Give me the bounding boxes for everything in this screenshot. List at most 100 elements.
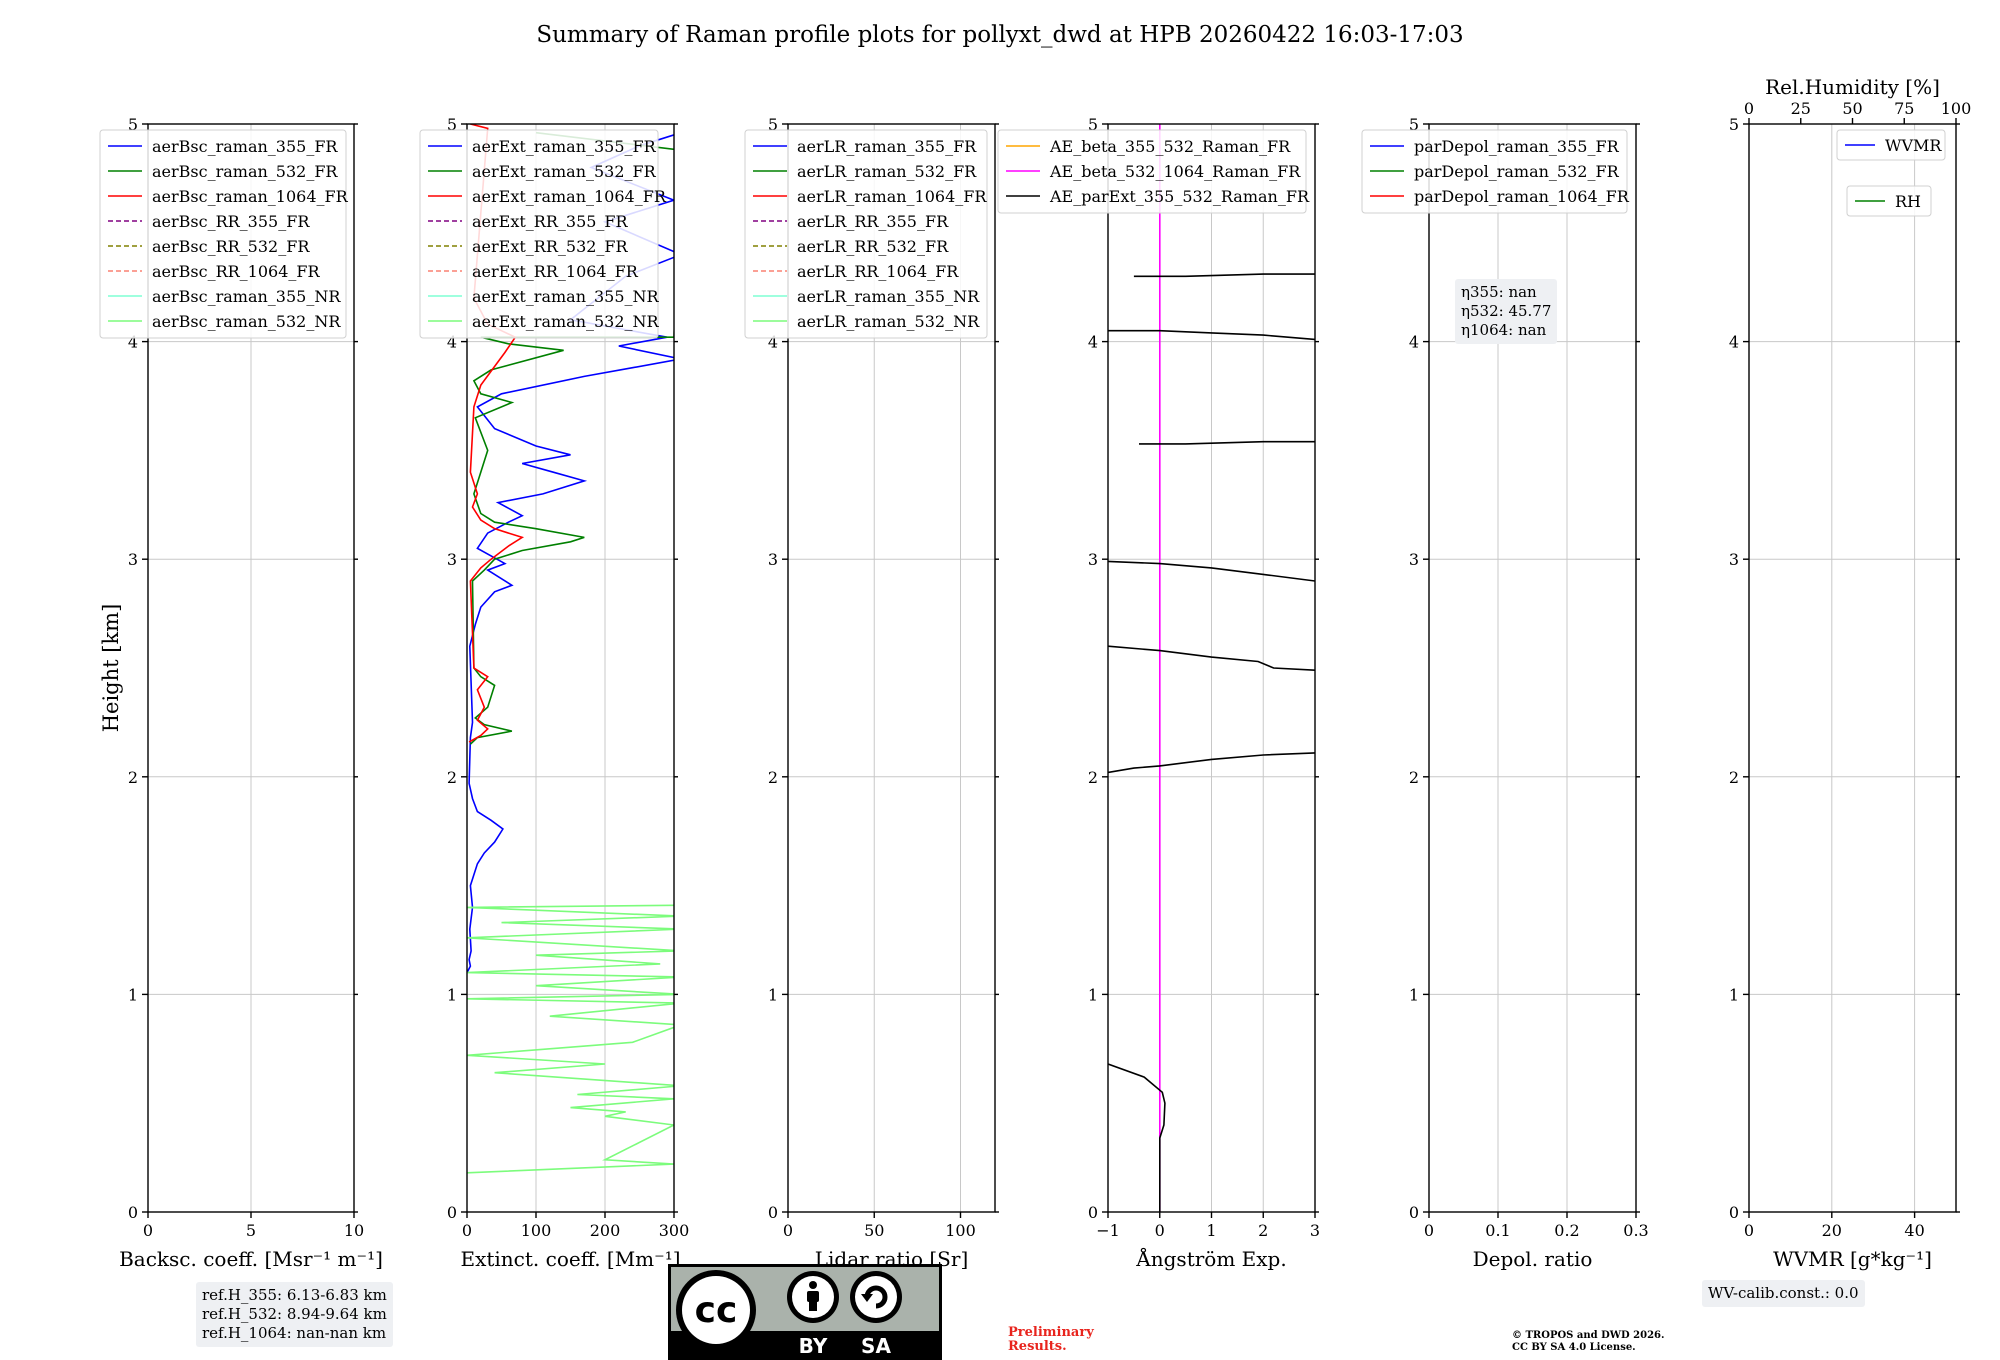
series-line-AE_parExt_355_532_Raman_FR bbox=[1108, 329, 1315, 341]
eta-1064: η1064: nan bbox=[1461, 321, 1547, 339]
x-tick-label: 0 bbox=[462, 1221, 472, 1240]
legend-label: parDepol_raman_1064_FR bbox=[1414, 187, 1630, 206]
legend-label: AE_parExt_355_532_Raman_FR bbox=[1049, 187, 1310, 206]
y-tick-label: 5 bbox=[1409, 115, 1419, 134]
legend-label: aerLR_RR_355_FR bbox=[797, 212, 949, 231]
legend-label: aerExt_raman_355_NR bbox=[472, 287, 660, 306]
x-tick-label: 100 bbox=[945, 1221, 976, 1240]
legend-box bbox=[997, 129, 1307, 214]
x-tick-label: 0 bbox=[1424, 1221, 1434, 1240]
legend-box bbox=[744, 129, 988, 339]
x-axis-label: WVMR [g*kg⁻¹] bbox=[1773, 1247, 1932, 1271]
y-tick-label: 2 bbox=[128, 768, 138, 787]
y-tick-label: 0 bbox=[128, 1203, 138, 1222]
eta-355: η355: nan bbox=[1461, 283, 1537, 301]
sa-label: SA bbox=[861, 1334, 891, 1358]
y-tick-label: 2 bbox=[1409, 768, 1419, 787]
y-tick-label: 4 bbox=[447, 333, 457, 352]
copyright-note: © TROPOS and DWD 2026. CC BY SA 4.0 Lice… bbox=[1512, 1330, 1665, 1353]
cc-mark: cc bbox=[695, 1290, 738, 1331]
plot-frame bbox=[1748, 123, 1957, 1213]
series-line-AE_parExt_355_532_Raman_FR bbox=[1108, 560, 1315, 582]
legend-box bbox=[1836, 129, 1946, 161]
legend-label: aerBsc_raman_1064_FR bbox=[152, 187, 349, 206]
x-tick-label: 0.3 bbox=[1623, 1221, 1648, 1240]
cc-by-sa-badge: cc BY SA bbox=[668, 1264, 942, 1360]
y-tick-label: 4 bbox=[1729, 333, 1739, 352]
legend-label: aerBsc_raman_532_NR bbox=[152, 312, 341, 331]
x-axis-label: Ångström Exp. bbox=[1135, 1246, 1286, 1271]
top-x-tick-label: 100 bbox=[1941, 99, 1972, 118]
share-alike-icon bbox=[861, 1285, 888, 1309]
x-tick-label: 2 bbox=[1258, 1221, 1268, 1240]
x-tick-label: 50 bbox=[864, 1221, 884, 1240]
y-tick-label: 2 bbox=[447, 768, 457, 787]
person-icon bbox=[807, 1281, 819, 1311]
x-axis-label: Backsc. coeff. [Msr⁻¹ m⁻¹] bbox=[119, 1247, 383, 1271]
ref-height-355: ref.H_355: 6.13-6.83 km bbox=[202, 1286, 387, 1304]
x-tick-label: 20 bbox=[1822, 1221, 1842, 1240]
series-line-AE_parExt_355_532_Raman_FR bbox=[1108, 645, 1315, 671]
series-line-aerExt_raman_1064_FR bbox=[468, 124, 525, 743]
y-tick-label: 3 bbox=[768, 550, 778, 569]
series-group bbox=[1108, 124, 1315, 1212]
top-x-tick-label: 75 bbox=[1894, 99, 1914, 118]
legend-label: aerExt_raman_532_FR bbox=[472, 162, 657, 181]
x-tick-label: 10 bbox=[344, 1221, 364, 1240]
legend-label: aerBsc_raman_532_FR bbox=[152, 162, 338, 181]
legend-label: WVMR bbox=[1885, 136, 1942, 155]
legend-label: aerBsc_raman_355_NR bbox=[152, 287, 341, 306]
legend-label: AE_beta_355_532_Raman_FR bbox=[1049, 137, 1291, 156]
y-tick-label: 4 bbox=[1409, 333, 1419, 352]
y-tick-label: 5 bbox=[128, 115, 138, 134]
legend-label: aerBsc_RR_1064_FR bbox=[152, 262, 321, 281]
legend-label: aerLR_raman_1064_FR bbox=[797, 187, 987, 206]
plot-frame bbox=[466, 123, 675, 1213]
y-tick-label: 3 bbox=[447, 550, 457, 569]
series-line-aerExt_raman_355_FR bbox=[467, 134, 674, 973]
legend-label: aerExt_RR_532_FR bbox=[472, 237, 629, 256]
ref-height-1064: ref.H_1064: nan-nan km bbox=[202, 1324, 387, 1342]
legend-label: aerLR_RR_532_FR bbox=[797, 237, 949, 256]
x-tick-label: −1 bbox=[1096, 1221, 1120, 1240]
series-line-aerExt_raman_532_NR bbox=[467, 904, 674, 1174]
chart-extinction: 0 100 200 300 0 1 2 3 4 5 Extinct. coeff. [Mm⁻¹] ae… bbox=[419, 115, 690, 1271]
ref-height-532: ref.H_532: 8.94-9.64 km bbox=[202, 1305, 387, 1323]
series-line-AE_parExt_355_532_Raman_FR bbox=[1108, 1063, 1166, 1212]
legend-label: aerBsc_raman_355_FR bbox=[152, 137, 338, 156]
y-tick-label: 5 bbox=[1729, 115, 1739, 134]
y-tick-label: 1 bbox=[768, 985, 778, 1004]
y-tick-label: 0 bbox=[1088, 1203, 1098, 1222]
y-tick-label: 2 bbox=[768, 768, 778, 787]
legend-label: parDepol_raman_355_FR bbox=[1414, 137, 1620, 156]
y-axis-label: Height [km] bbox=[99, 604, 123, 733]
series-line-AE_parExt_355_532_Raman_FR bbox=[1133, 273, 1315, 278]
x-axis-label: Depol. ratio bbox=[1473, 1247, 1593, 1271]
legend-box bbox=[419, 129, 659, 339]
chart-wvmr: 0 20 40 0 1 2 3 4 5 WVMR [g*kg⁻¹] 0 25 50 75 100Rel.Hu… bbox=[1729, 75, 1971, 1271]
legend-label: RH bbox=[1895, 192, 1921, 211]
reference-heights-box: ref.H_355: 6.13-6.83 km ref.H_532: 8.94-… bbox=[196, 1282, 393, 1347]
x-tick-label: 300 bbox=[659, 1221, 690, 1240]
legend-label: aerLR_raman_355_FR bbox=[797, 137, 977, 156]
y-tick-label: 1 bbox=[447, 985, 457, 1004]
legend-label: parDepol_raman_532_FR bbox=[1414, 162, 1620, 181]
legend-label: aerExt_RR_355_FR bbox=[472, 212, 629, 231]
legend-box bbox=[1846, 185, 1932, 217]
series-line-aerExt_raman_532_FR bbox=[469, 131, 674, 745]
top-x-axis-label: Rel.Humidity [%] bbox=[1765, 75, 1940, 99]
legend-label: aerExt_RR_1064_FR bbox=[472, 262, 639, 281]
y-tick-label: 4 bbox=[1088, 333, 1098, 352]
x-tick-label: 0 bbox=[1155, 1221, 1165, 1240]
legend-label: aerExt_raman_1064_FR bbox=[472, 187, 667, 206]
preliminary-results-note: Preliminary Results. bbox=[1008, 1325, 1094, 1354]
y-tick-label: 3 bbox=[1088, 550, 1098, 569]
x-tick-label: 0.1 bbox=[1485, 1221, 1510, 1240]
x-tick-label: 0 bbox=[1744, 1221, 1754, 1240]
y-tick-label: 0 bbox=[768, 1203, 778, 1222]
legend: aerBsc_raman_355_FR aerBsc_raman_532_FRae… bbox=[99, 129, 349, 339]
eta-532: η532: 45.77 bbox=[1461, 302, 1552, 320]
